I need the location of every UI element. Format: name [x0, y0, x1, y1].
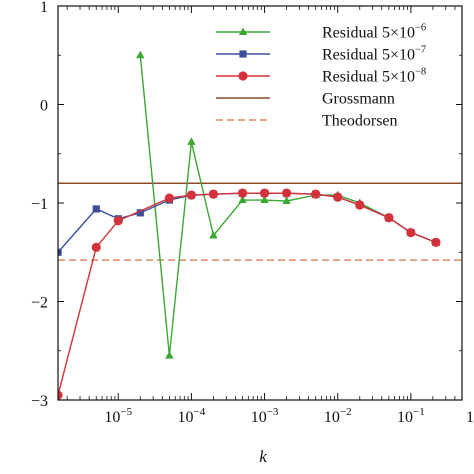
x-tick-label: 10−3 [251, 406, 279, 426]
legend-marker [239, 50, 247, 58]
y-tick-label: −3 [31, 393, 48, 410]
x-tick-label: 10−4 [178, 406, 206, 426]
x-tick-label: 10−1 [397, 406, 425, 426]
y-tick-label: −2 [31, 295, 48, 312]
data-point [406, 227, 416, 238]
data-point [92, 205, 100, 213]
plot-area [58, 50, 462, 400]
legend-marker [238, 27, 248, 35]
legend-marker [238, 71, 248, 81]
x-tick-label: 10−5 [104, 406, 132, 426]
legend-entry: Grossmann [216, 91, 395, 108]
data-point [165, 351, 174, 359]
data-point [208, 189, 219, 199]
legend-entry: Residual 5×10−6 [216, 23, 426, 42]
axes: 10−1−2−310−5 10−4 10−3 10−2 10−1 1 [31, 0, 474, 426]
data-point [311, 189, 321, 199]
legend-entry: Residual 5×10−7 [216, 45, 426, 64]
data-point [164, 193, 174, 203]
y-tick-label: 0 [40, 98, 48, 115]
y-tick-label: −1 [31, 196, 48, 213]
data-point [187, 137, 196, 145]
data-point [113, 216, 123, 226]
data-point [384, 213, 394, 223]
y-tick-label: 1 [40, 0, 48, 16]
series-circle [58, 188, 441, 400]
data-point [186, 190, 197, 200]
legend-label: Theodorsen [322, 113, 398, 130]
data-point [237, 188, 248, 198]
data-point [259, 188, 270, 198]
legend: Residual 5×10−6 Residual 5×10−7 Residual 5… [216, 23, 426, 130]
data-point [58, 390, 63, 400]
data-point [136, 209, 144, 217]
legend-label: Grossmann [322, 91, 395, 108]
data-point [282, 196, 291, 205]
data-point [333, 192, 343, 202]
data-point [238, 195, 247, 204]
x-axis-label: k [259, 447, 267, 466]
data-point [209, 231, 218, 239]
legend-label: Residual 5×10−7 [322, 45, 426, 64]
data-point [355, 200, 365, 210]
data-point [260, 195, 269, 204]
data-point [281, 188, 292, 198]
data-point [91, 242, 101, 252]
legend-label: Residual 5×10−6 [322, 23, 426, 42]
x-tick-label: 10−2 [324, 406, 352, 426]
legend-entry: Residual 5×10−8 [216, 67, 426, 86]
legend-entry: Theodorsen [216, 113, 398, 130]
x-tick-label-edge: 1 [466, 409, 474, 426]
data-point [431, 237, 441, 247]
legend-label: Residual 5×10−8 [322, 67, 426, 86]
plot-frame [57, 5, 463, 401]
data-point [136, 50, 145, 59]
